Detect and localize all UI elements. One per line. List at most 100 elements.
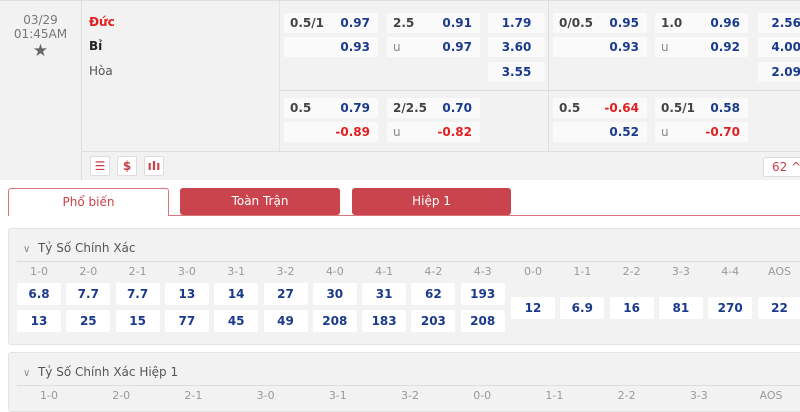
score-column-header: 4-2 — [411, 265, 455, 278]
home-score-odds[interactable]: 14 — [214, 283, 258, 305]
home-score-odds[interactable]: 62 — [411, 283, 455, 305]
home-team[interactable]: Đức — [89, 15, 115, 29]
divider — [17, 261, 800, 262]
away-score-odds[interactable]: 45 — [214, 310, 258, 332]
more-count: 62 — [772, 160, 787, 174]
draw-score-odds[interactable]: 22 — [758, 297, 800, 319]
away-score-odds[interactable]: 203 — [411, 310, 455, 332]
h1-1x2-home[interactable]: 2.56 — [758, 13, 800, 33]
score-column-header: 2-1 — [116, 265, 160, 278]
score-column-header: 1-1 — [532, 389, 576, 402]
more-markets-button[interactable]: 62 ^ — [763, 157, 800, 177]
h1-alt-under[interactable]: u-0.70 — [655, 122, 748, 142]
score-column-header: 3-2 — [388, 389, 432, 402]
score-column-header: 3-2 — [264, 265, 308, 278]
home-score-odds[interactable]: 193 — [461, 283, 505, 305]
away-score-odds[interactable]: 208 — [313, 310, 357, 332]
section-title: Tỷ Số Chính Xác — [38, 241, 136, 255]
h1-alt-handicap-home[interactable]: 0.5-0.64 — [553, 98, 647, 118]
away-score-odds[interactable]: 25 — [66, 310, 110, 332]
home-score-odds[interactable]: 13 — [165, 283, 209, 305]
away-team: Bỉ — [89, 39, 102, 53]
correct-score-header[interactable]: ∨ Tỷ Số Chính Xác — [23, 241, 136, 255]
score-column-header: 3-3 — [659, 265, 703, 278]
score-column-header: 3-3 — [677, 389, 721, 402]
h1-handicap-away[interactable]: 0.93 — [553, 37, 647, 57]
stats-icon[interactable]: ıIı — [144, 156, 164, 176]
draw-score-odds[interactable]: 270 — [708, 297, 752, 319]
home-score-odds[interactable]: 6.8 — [17, 283, 61, 305]
ft-1x2-home[interactable]: 1.79 — [488, 13, 545, 33]
score-column-header: 1-0 — [27, 389, 71, 402]
chevron-down-icon: ∨ — [23, 244, 30, 255]
ft-1x2-away[interactable]: 3.60 — [488, 37, 545, 57]
h1-1x2-draw[interactable]: 2.09 — [758, 62, 800, 82]
score-column-header: 1-1 — [560, 265, 604, 278]
ft-alt-handicap-away[interactable]: -0.89 — [284, 122, 378, 142]
home-score-odds[interactable]: 7.7 — [116, 283, 160, 305]
list-icon[interactable]: ☰ — [90, 156, 110, 176]
score-column-header: 4-0 — [313, 265, 357, 278]
away-score-odds[interactable]: 15 — [116, 310, 160, 332]
home-score-odds[interactable]: 27 — [264, 283, 308, 305]
score-column-header: 4-1 — [362, 265, 406, 278]
tab-full-match[interactable]: Toàn Trận — [180, 188, 340, 215]
tab-popular[interactable]: Phổ biến — [8, 188, 169, 216]
chevron-up-icon: ^ — [791, 160, 800, 174]
ft-1x2-draw[interactable]: 3.55 — [488, 62, 545, 82]
score-column-header: 3-0 — [165, 265, 209, 278]
score-column-header: 1-0 — [17, 265, 61, 278]
h1-alt-handicap-away[interactable]: 0.52 — [553, 122, 647, 142]
score-column-header: 4-3 — [461, 265, 505, 278]
h1-1x2-away[interactable]: 4.00 — [758, 37, 800, 57]
divider — [280, 90, 800, 91]
draw-score-odds[interactable]: 12 — [511, 297, 555, 319]
dollar-icon[interactable]: $ — [117, 156, 137, 176]
away-score-odds[interactable]: 13 — [17, 310, 61, 332]
home-score-odds[interactable]: 30 — [313, 283, 357, 305]
score-column-header: 3-1 — [316, 389, 360, 402]
score-column-header: 3-1 — [214, 265, 258, 278]
divider — [548, 1, 549, 151]
score-column-header: 0-0 — [460, 389, 504, 402]
correct-score-section: ∨ Tỷ Số Chính Xác 1-0 6.8 13 2-0 7.7 25 2-1 7.7… — [8, 228, 800, 345]
score-column-header: 2-0 — [99, 389, 143, 402]
match-time: 03/29 01:45AM ★ — [0, 1, 82, 181]
ft-handicap-away[interactable]: 0.93 — [284, 37, 378, 57]
away-score-odds[interactable]: 183 — [362, 310, 406, 332]
away-score-odds[interactable]: 208 — [461, 310, 505, 332]
score-column-header: AOS — [749, 389, 793, 402]
chevron-down-icon: ∨ — [23, 368, 30, 379]
away-score-odds[interactable]: 49 — [264, 310, 308, 332]
home-score-odds[interactable]: 7.7 — [66, 283, 110, 305]
star-icon[interactable]: ★ — [0, 41, 81, 61]
score-column-header: 2-2 — [605, 389, 649, 402]
draw-score-odds[interactable]: 81 — [659, 297, 703, 319]
correct-score-h1-header[interactable]: ∨ Tỷ Số Chính Xác Hiệp 1 — [23, 365, 178, 379]
home-score-odds[interactable]: 31 — [362, 283, 406, 305]
tab-first-half[interactable]: Hiệp 1 — [352, 188, 511, 215]
draw-label: Hòa — [89, 64, 113, 78]
score-column-header: 2-2 — [610, 265, 654, 278]
match-clock: 01:45AM — [0, 27, 81, 41]
score-column-header: 2-0 — [66, 265, 110, 278]
ft-alt-under[interactable]: u-0.82 — [387, 122, 480, 142]
match-date: 03/29 — [0, 13, 81, 27]
divider — [17, 385, 800, 386]
away-score-odds[interactable]: 77 — [165, 310, 209, 332]
draw-score-odds[interactable]: 6.9 — [560, 297, 604, 319]
score-column-header: 4-4 — [708, 265, 752, 278]
section-title: Tỷ Số Chính Xác Hiệp 1 — [38, 365, 178, 379]
draw-score-odds[interactable]: 16 — [610, 297, 654, 319]
